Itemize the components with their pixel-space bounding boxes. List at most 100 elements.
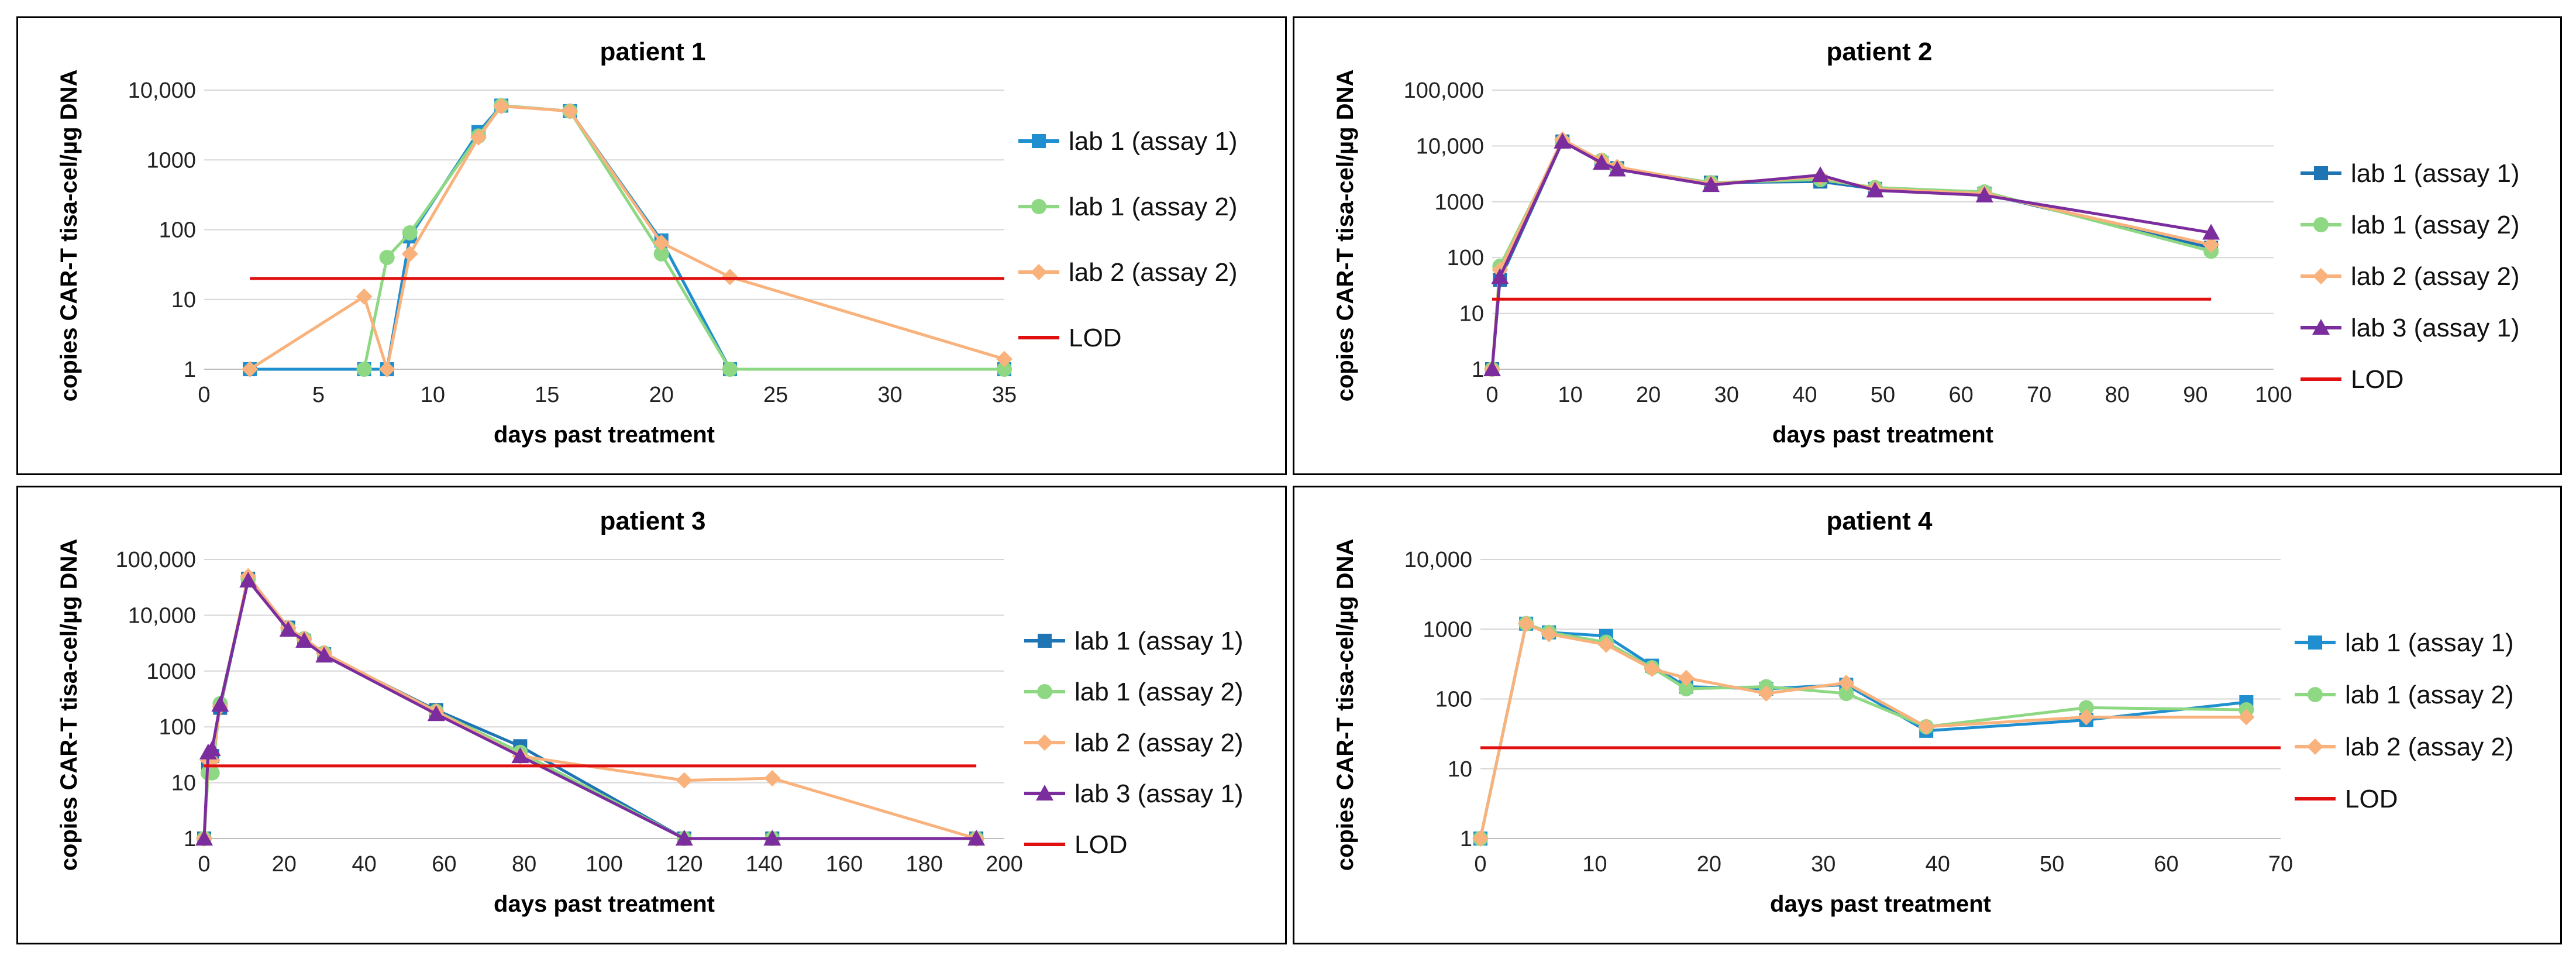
series-line bbox=[250, 104, 1004, 371]
chart-patient-4: patient 4 1 10 100 1000 10,000 0 10 20 30 40 50 60 70… bbox=[1332, 507, 2514, 917]
data-point bbox=[675, 830, 693, 846]
chart-title: patient 2 bbox=[1827, 37, 1933, 66]
series-line bbox=[1479, 622, 2247, 839]
y-tick-label: 10,000 bbox=[1404, 548, 1472, 572]
data-point bbox=[356, 362, 372, 377]
data-point bbox=[1597, 636, 1614, 653]
legend-entry: lab 2 (assay 2) bbox=[2301, 262, 2520, 291]
legend-entry: lab 1 (assay 2) bbox=[2295, 681, 2514, 709]
series-lab-1-assay-2- bbox=[1473, 616, 2254, 846]
data-point bbox=[239, 571, 257, 587]
series-line bbox=[1490, 138, 2212, 370]
x-tick-label: 20 bbox=[272, 852, 297, 877]
data-point bbox=[1866, 181, 1884, 198]
x-axis-label: days past treatment bbox=[1772, 422, 1993, 448]
data-point bbox=[1518, 615, 1535, 632]
y-tick-label: 100 bbox=[1447, 246, 1484, 270]
legend-label: lab 1 (assay 2) bbox=[1069, 193, 1238, 221]
data-point bbox=[1483, 360, 1501, 376]
y-tick-label: 1 bbox=[184, 358, 196, 382]
legend-label: LOD bbox=[1069, 324, 1121, 352]
y-tick-label: 1000 bbox=[1434, 190, 1484, 215]
legend-label: LOD bbox=[2345, 785, 2398, 813]
y-tick-label: 10 bbox=[1459, 302, 1484, 327]
legend-label: lab 2 (assay 2) bbox=[2345, 733, 2514, 761]
x-tick-label: 35 bbox=[992, 383, 1017, 407]
legend-marker bbox=[2312, 319, 2330, 335]
data-point bbox=[1608, 160, 1626, 177]
data-point bbox=[997, 362, 1012, 377]
legend-marker bbox=[2314, 166, 2328, 180]
data-point bbox=[493, 98, 510, 115]
x-tick-label: 90 bbox=[2183, 383, 2207, 407]
data-point bbox=[295, 631, 313, 648]
series-line bbox=[202, 579, 977, 840]
legend-marker bbox=[2313, 268, 2329, 284]
x-tick-label: 0 bbox=[1474, 852, 1486, 877]
x-tick-label: 50 bbox=[1871, 383, 1895, 407]
x-tick-label: 80 bbox=[512, 852, 536, 877]
legend-label: lab 1 (assay 1) bbox=[1069, 127, 1238, 156]
x-tick-label: 20 bbox=[1697, 852, 1721, 877]
legend-marker bbox=[2308, 687, 2323, 702]
x-tick-label: 0 bbox=[198, 383, 210, 407]
series-lab-2-assay-2- bbox=[242, 98, 1013, 377]
data-point bbox=[1758, 685, 1775, 702]
data-point bbox=[1472, 830, 1489, 847]
x-tick-label: 0 bbox=[198, 852, 210, 877]
data-point bbox=[2078, 700, 2094, 716]
data-point bbox=[1678, 669, 1695, 686]
x-tick-label: 10 bbox=[1558, 383, 1582, 407]
series-lab-2-assay-2- bbox=[196, 568, 985, 847]
series-line bbox=[1490, 140, 2212, 370]
x-axis-label: days past treatment bbox=[1770, 891, 1991, 917]
legend-label: LOD bbox=[2351, 365, 2403, 394]
x-tick-label: 60 bbox=[2154, 852, 2178, 877]
y-tick-label: 1000 bbox=[146, 148, 196, 173]
data-point bbox=[764, 770, 781, 787]
series-line bbox=[1479, 622, 2247, 839]
data-point bbox=[427, 705, 445, 722]
x-tick-label: 30 bbox=[877, 383, 902, 407]
x-tick-label: 120 bbox=[666, 852, 702, 877]
x-tick-label: 60 bbox=[432, 852, 456, 877]
data-point bbox=[722, 362, 738, 377]
y-tick-label: 100,000 bbox=[1404, 78, 1484, 103]
chart-title: patient 4 bbox=[1827, 507, 1933, 535]
legend-marker bbox=[2307, 738, 2323, 755]
data-point bbox=[2078, 709, 2095, 726]
y-axis-label: copies CAR-T tisa-cel/µg DNA bbox=[56, 70, 82, 402]
x-tick-label: 180 bbox=[905, 852, 942, 877]
y-tick-label: 1000 bbox=[146, 659, 196, 684]
chart-title: patient 3 bbox=[600, 507, 706, 535]
data-point bbox=[1918, 718, 1935, 735]
legend-entry: LOD bbox=[1024, 830, 1127, 859]
y-tick-label: 1 bbox=[1460, 827, 1472, 851]
legend-marker bbox=[1036, 785, 1053, 800]
legend-entry: lab 1 (assay 1) bbox=[1018, 127, 1238, 156]
x-tick-label: 140 bbox=[746, 852, 783, 877]
series-line bbox=[1479, 622, 2247, 839]
series-lab-1-assay-1- bbox=[243, 98, 1011, 376]
data-point bbox=[763, 830, 781, 846]
chart-patient-3: patient 3 1 10 100 1000 10,000 100,000 0 20 40 60 8… bbox=[56, 507, 1244, 917]
data-point bbox=[402, 225, 418, 240]
legend-label: lab 1 (assay 1) bbox=[2351, 159, 2520, 188]
legend-marker bbox=[1031, 264, 1047, 280]
data-point bbox=[379, 249, 395, 265]
y-tick-label: 100 bbox=[159, 218, 196, 243]
y-axis-label: copies CAR-T tisa-cel/µg DNA bbox=[1332, 70, 1358, 402]
x-tick-label: 80 bbox=[2105, 383, 2130, 407]
series-lab-1-assay-2- bbox=[1485, 133, 2219, 377]
data-point bbox=[1702, 176, 1720, 193]
data-point bbox=[1838, 686, 1854, 702]
legend-entry: LOD bbox=[1018, 324, 1121, 352]
data-point bbox=[203, 740, 221, 757]
data-point bbox=[242, 361, 259, 377]
panel-patient-4: patient 4 1 10 100 1000 10,000 0 10 20 30 40 50 60 70… bbox=[1293, 486, 2562, 944]
legend-marker bbox=[2313, 217, 2329, 232]
legend-entry: LOD bbox=[2295, 785, 2398, 813]
series-line bbox=[1490, 140, 2212, 370]
data-point bbox=[1678, 681, 1694, 697]
data-point bbox=[2238, 709, 2255, 726]
